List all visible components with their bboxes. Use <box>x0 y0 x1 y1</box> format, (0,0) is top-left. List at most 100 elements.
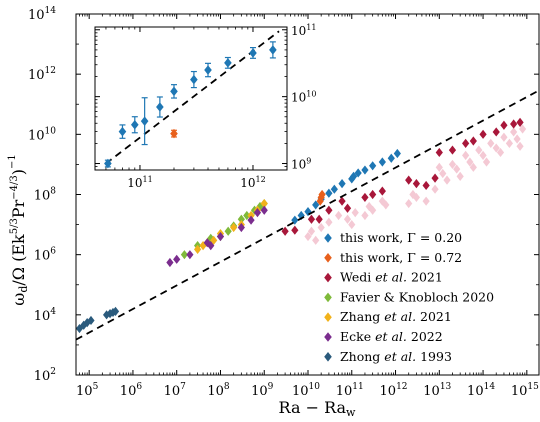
data-point-series-7-16 <box>412 192 421 203</box>
legend-label-3: Favier & Knobloch 2020 <box>340 289 494 304</box>
data-point-series-5-8 <box>253 208 262 218</box>
y-axis-title-pr: Pr <box>9 199 28 218</box>
data-point-series-7-2 <box>312 235 320 245</box>
data-point-series-7-35 <box>505 138 514 148</box>
y-tick-label-0: 102 <box>34 367 56 384</box>
legend-marker-4 <box>324 312 332 322</box>
data-point-series-7-18 <box>431 184 439 194</box>
data-point-series-2-16 <box>462 138 470 148</box>
data-point-series-7-5 <box>334 210 343 221</box>
data-point-series-7-27 <box>469 162 477 172</box>
data-point-series-2-14 <box>435 147 443 158</box>
data-point-series-3-0 <box>180 250 189 260</box>
x-tick-label-7: 1012 <box>380 382 408 399</box>
inset-axis-ticks: 1011 1012 109 1010 1011 <box>95 23 316 190</box>
data-point-series-7-39 <box>518 124 527 134</box>
legend-marker-2 <box>324 272 332 283</box>
legend-label-0: this work, Γ = 0.20 <box>340 230 462 245</box>
data-point-series-7-24 <box>456 171 464 181</box>
data-point-series-7-30 <box>482 157 491 167</box>
data-point-series-5-6 <box>237 222 245 233</box>
data-point-series-5-0 <box>166 257 174 268</box>
data-point-series-7-23 <box>453 164 461 174</box>
y-tick-label-3: 108 <box>34 187 57 204</box>
data-point-series-7-38 <box>516 141 524 151</box>
data-point-series-7-7 <box>348 219 356 230</box>
legend-marker-0 <box>324 233 332 243</box>
data-point-series-2-6 <box>343 203 352 213</box>
inset-point-0-5 <box>170 86 178 97</box>
main-marks <box>75 89 540 341</box>
y-tick-label-1: 104 <box>34 307 57 324</box>
data-point-series-7-4 <box>325 217 333 227</box>
x-tick-label-1: 106 <box>120 382 143 399</box>
data-point-series-4-9 <box>260 198 268 209</box>
x-tick-label-9: 1014 <box>467 382 495 399</box>
data-point-series-2-7 <box>361 192 369 203</box>
data-point-series-2-11 <box>412 179 421 189</box>
data-point-series-0-15 <box>393 148 401 159</box>
data-point-series-3-7 <box>243 210 251 221</box>
legend-marker-5 <box>324 332 332 342</box>
data-point-series-6-5 <box>106 308 114 319</box>
data-point-series-0-0 <box>291 215 299 225</box>
data-point-series-2-20 <box>500 120 508 130</box>
data-point-series-0-11 <box>361 165 369 175</box>
data-point-series-4-7 <box>247 210 255 221</box>
data-point-series-0-3 <box>312 200 320 210</box>
y-axis-title-exp1: 5/3 <box>9 218 20 234</box>
data-point-series-2-1 <box>291 225 299 235</box>
data-point-series-7-31 <box>487 138 495 148</box>
data-point-series-4-5 <box>230 222 238 233</box>
data-point-series-7-37 <box>513 134 521 144</box>
data-point-series-0-12 <box>369 161 377 171</box>
y-tick-label-2: 106 <box>34 247 57 264</box>
data-point-series-7-33 <box>496 147 505 158</box>
data-point-series-7-6 <box>343 214 352 224</box>
data-point-series-0-14 <box>387 153 395 163</box>
inset-point-0-4 <box>156 102 164 112</box>
data-point-series-5-4 <box>207 241 215 251</box>
data-point-series-2-21 <box>510 119 518 129</box>
data-point-series-7-19 <box>435 162 443 172</box>
data-point-series-1-2 <box>318 189 326 200</box>
y-axis-title-rest: /Ω (Ek <box>9 234 28 286</box>
y-tick-label-5: 1012 <box>28 66 56 83</box>
legend-marker-1 <box>324 253 332 263</box>
inset-marks <box>104 30 280 169</box>
inset-y-tick-label-1: 1010 <box>291 90 316 105</box>
y-tick-label-6: 1014 <box>28 6 56 23</box>
fit-line <box>75 89 540 341</box>
x-tick-label-3: 108 <box>207 382 230 399</box>
data-point-series-7-12 <box>378 196 386 206</box>
inset-x-tick-label-1: 1012 <box>240 175 265 190</box>
data-point-series-3-6 <box>237 214 245 224</box>
data-point-series-7-3 <box>317 222 325 233</box>
inset-point-0-3 <box>140 116 149 126</box>
data-point-series-2-4 <box>325 205 333 215</box>
data-point-series-7-0 <box>304 231 312 242</box>
data-point-series-7-29 <box>479 150 487 160</box>
data-point-series-7-14 <box>405 198 413 209</box>
inset-point-0-9 <box>249 48 257 58</box>
x-tick-label-0: 105 <box>76 382 99 399</box>
x-tick-label-8: 1013 <box>423 382 451 399</box>
data-point-series-7-21 <box>443 175 451 185</box>
inset-point-0-7 <box>204 65 212 75</box>
legend-label-5: Ecke et al. 2022 <box>340 329 443 344</box>
data-point-series-0-9 <box>349 171 358 181</box>
inset-point-0-0 <box>104 158 112 169</box>
data-point-series-7-34 <box>500 132 508 142</box>
data-point-series-5-2 <box>186 250 194 260</box>
data-point-series-7-13 <box>382 200 390 210</box>
legend-marker-6 <box>324 352 332 362</box>
data-point-series-0-2 <box>304 207 312 217</box>
data-point-series-0-5 <box>325 188 333 198</box>
data-point-series-2-22 <box>516 117 524 127</box>
data-point-series-0-6 <box>330 184 338 194</box>
data-point-series-2-8 <box>369 189 377 200</box>
data-point-series-6-7 <box>111 306 120 317</box>
data-point-series-7-36 <box>510 127 518 137</box>
x-axis-title: Ra − Raw <box>279 398 356 419</box>
inset-background <box>95 27 287 170</box>
